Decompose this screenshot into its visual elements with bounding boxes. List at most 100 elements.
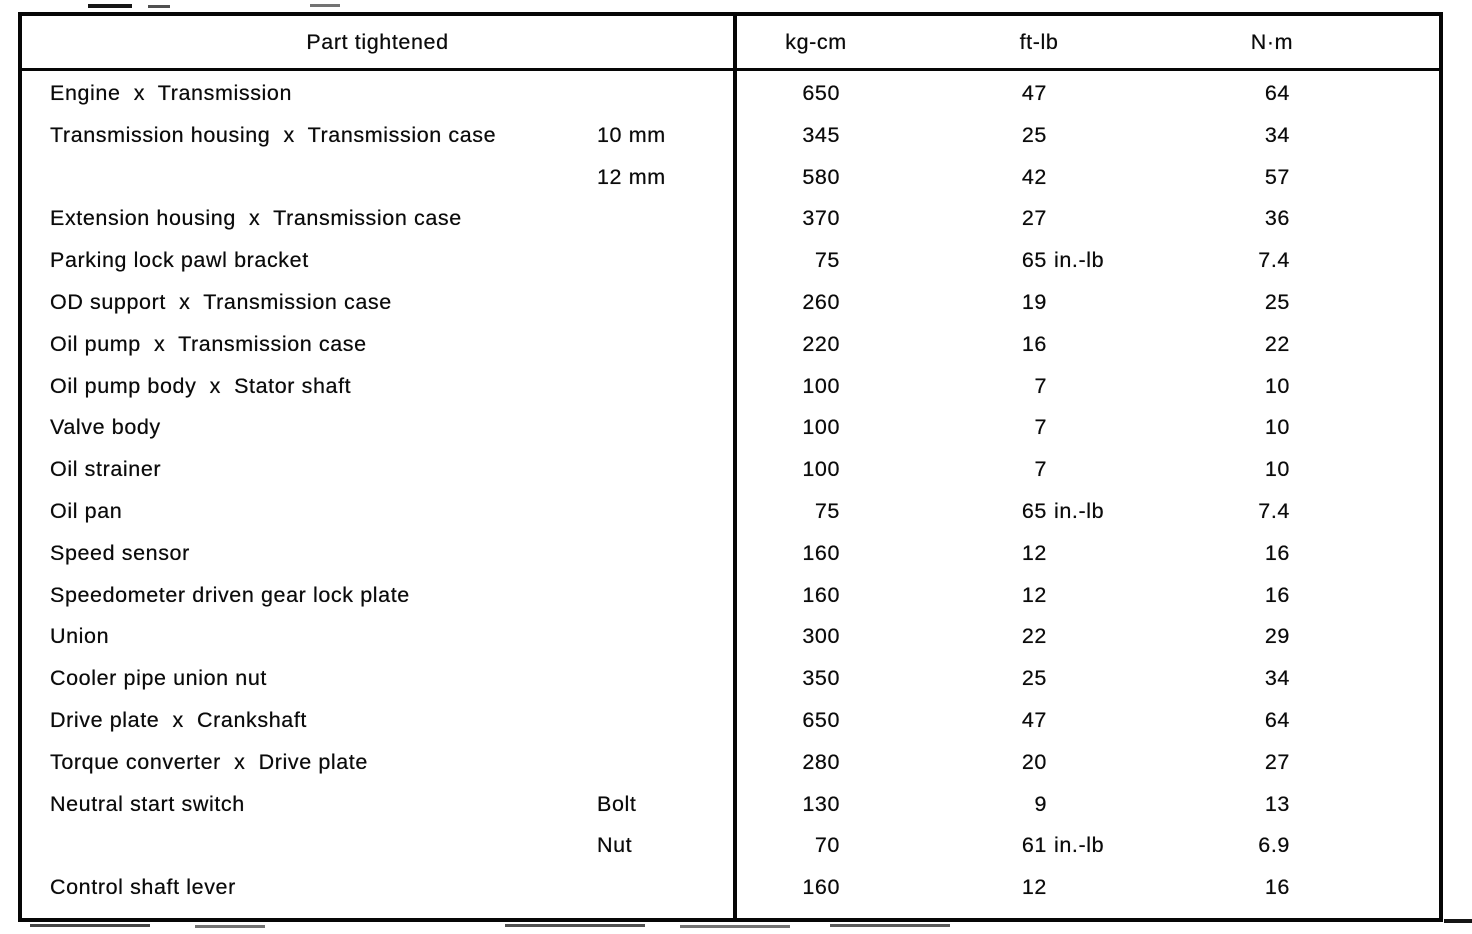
ft-lb-value: 19 [1021, 289, 1047, 314]
ft-lb-cell: 9 [947, 784, 1047, 826]
part-name: Oil pump body x Stator shaft [50, 373, 352, 398]
part-name: Speed sensor [50, 540, 190, 565]
table-row: Oil pump x Transmission case 220 16 22 [22, 324, 1439, 366]
column-divider-line [733, 12, 737, 922]
part-name: Oil pan [50, 498, 123, 523]
column-header-ft-lb: ft-lb [1019, 30, 1059, 54]
ft-lb-cell: 7 [947, 366, 1047, 408]
part-size-variant: 12 mm [597, 164, 666, 189]
ft-lb-cell: 12 [947, 533, 1047, 575]
n-m-value: 10 [1264, 457, 1290, 482]
table-row: 12 mm 580 42 57 [22, 157, 1439, 199]
part-name: Engine x Transmission [50, 81, 293, 105]
ft-lb-value: 65 [1021, 498, 1047, 523]
scan-artifact [830, 924, 950, 927]
scan-artifact [1444, 919, 1472, 923]
part-size-variant: Bolt [597, 791, 637, 816]
ft-lb-cell: 25 [947, 115, 1047, 157]
ft-lb-value: 65 [1021, 248, 1047, 273]
n-m-value: 29 [1264, 624, 1290, 649]
table-row: Neutral start switch Bolt 130 9 13 [22, 784, 1439, 826]
n-m-value: 34 [1264, 122, 1290, 147]
ft-lb-unit-suffix: in.-lb [1054, 248, 1105, 273]
ft-lb-value: 25 [1021, 122, 1047, 147]
table-row: Cooler pipe union nut 350 25 34 [22, 658, 1439, 700]
kg-cm-value: 130 [802, 791, 840, 816]
kg-cm-value: 580 [802, 164, 840, 189]
ft-lb-value: 12 [1021, 875, 1047, 900]
kg-cm-value: 345 [802, 122, 840, 147]
table-row: Valve body 100 7 10 [22, 407, 1439, 449]
part-name: Oil strainer [50, 457, 162, 482]
table-row: Union 300 22 29 [22, 616, 1439, 658]
ft-lb-value: 7 [1034, 457, 1047, 482]
ft-lb-value: 12 [1021, 540, 1047, 565]
kg-cm-value: 100 [802, 373, 840, 398]
part-size-variant: 10 mm [597, 122, 666, 147]
n-m-value: 6.9 [1258, 833, 1290, 858]
ft-lb-value: 7 [1034, 373, 1047, 398]
table-row: Engine x Transmission 650 47 64 [22, 73, 1439, 115]
table-row: OD support x Transmission case 260 19 25 [22, 282, 1439, 324]
ft-lb-cell: 25 [947, 658, 1047, 700]
kg-cm-value: 160 [802, 540, 840, 565]
part-name: Transmission housing x Transmission case [50, 122, 497, 147]
ft-lb-cell: 7 [947, 449, 1047, 491]
n-m-value: 27 [1264, 749, 1290, 774]
ft-lb-cell: 47 [947, 73, 1047, 115]
n-m-value: 7.4 [1258, 248, 1290, 273]
kg-cm-value: 650 [802, 707, 840, 732]
kg-cm-value: 100 [802, 415, 840, 440]
ft-lb-cell: 42 [947, 157, 1047, 199]
ft-lb-value: 47 [1021, 81, 1047, 105]
part-name: Extension housing x Transmission case [50, 206, 462, 231]
ft-lb-value: 20 [1021, 749, 1047, 774]
table-row: Extension housing x Transmission case 37… [22, 198, 1439, 240]
n-m-value: 57 [1264, 164, 1290, 189]
n-m-value: 64 [1264, 707, 1290, 732]
part-name: Control shaft lever [50, 875, 236, 900]
kg-cm-value: 300 [802, 624, 840, 649]
table-row: Torque converter x Drive plate 280 20 27 [22, 742, 1439, 784]
header-separator-line [22, 68, 1439, 71]
column-header-kg-cm: kg-cm [785, 30, 847, 54]
scan-artifact [30, 924, 150, 927]
kg-cm-value: 260 [802, 289, 840, 314]
scan-artifact [310, 4, 340, 7]
n-m-value: 10 [1264, 415, 1290, 440]
part-name: Oil pump x Transmission case [50, 331, 367, 356]
ft-lb-cell: 12 [947, 867, 1047, 909]
part-name: Valve body [50, 415, 161, 440]
table-row: Transmission housing x Transmission case… [22, 115, 1439, 157]
table-row: Control shaft lever 160 12 16 [22, 867, 1439, 909]
ft-lb-cell: 20 [947, 742, 1047, 784]
table-row: Oil pump body x Stator shaft 100 7 10 [22, 366, 1439, 408]
n-m-value: 36 [1264, 206, 1290, 231]
table-row: Nut 70 61 in.-lb 6.9 [22, 825, 1439, 867]
n-m-value: 22 [1264, 331, 1290, 356]
part-name: Neutral start switch [50, 791, 245, 816]
part-name: Torque converter x Drive plate [50, 749, 368, 774]
ft-lb-cell: 65 in.-lb [947, 240, 1104, 282]
part-name: OD support x Transmission case [50, 289, 392, 314]
ft-lb-value: 9 [1034, 791, 1047, 816]
scan-artifact [88, 4, 132, 8]
ft-lb-value: 47 [1021, 707, 1047, 732]
table-row: Speed sensor 160 12 16 [22, 533, 1439, 575]
kg-cm-value: 75 [814, 498, 840, 523]
ft-lb-cell: 65 in.-lb [947, 491, 1104, 533]
n-m-value: 10 [1264, 373, 1290, 398]
n-m-value: 34 [1264, 666, 1290, 691]
ft-lb-cell: 7 [947, 407, 1047, 449]
ft-lb-cell: 27 [947, 198, 1047, 240]
ft-lb-cell: 22 [947, 616, 1047, 658]
ft-lb-value: 61 [1021, 833, 1047, 858]
ft-lb-value: 25 [1021, 666, 1047, 691]
scan-artifact [505, 924, 645, 927]
ft-lb-value: 27 [1021, 206, 1047, 231]
n-m-value: 64 [1264, 81, 1290, 105]
kg-cm-value: 70 [814, 833, 840, 858]
kg-cm-value: 75 [814, 248, 840, 273]
ft-lb-cell: 19 [947, 282, 1047, 324]
